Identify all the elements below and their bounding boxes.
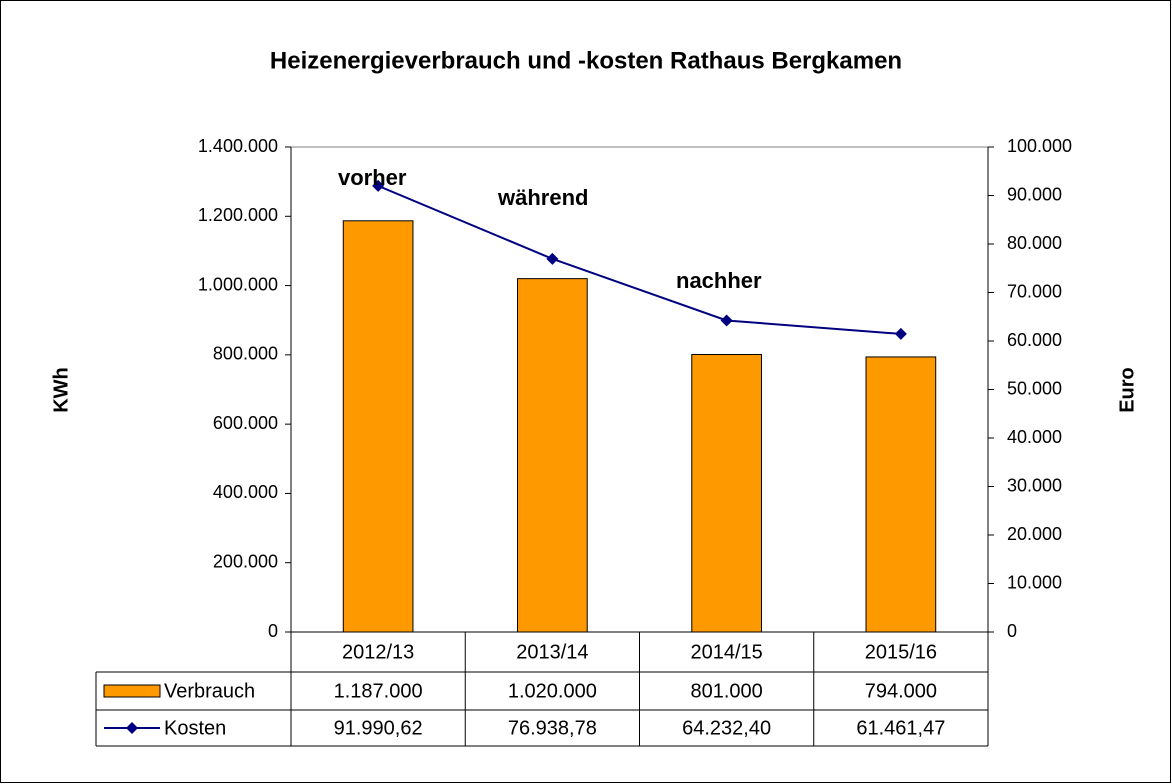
annotation: vorher (338, 165, 407, 190)
table-value: 64.232,40 (682, 717, 771, 739)
marker (372, 179, 385, 192)
line (377, 184, 901, 335)
y2-tick-label: 20.000 (1007, 524, 1062, 544)
bar (691, 354, 762, 633)
table-value: 61.461,47 (856, 717, 945, 739)
x-tick-label: 2013/14 (516, 641, 588, 663)
chart-title: Heizenergieverbrauch und -kosten Rathaus… (270, 47, 902, 74)
legend-marker (126, 722, 138, 734)
y2-tick-label: 0 (1007, 621, 1017, 641)
y2-tick-label: 60.000 (1007, 330, 1062, 350)
table-value: 76.938,78 (508, 717, 597, 739)
legend-label: Verbrauch (164, 680, 255, 702)
legend-swatch (103, 684, 161, 698)
y-tick-label: 200.000 (213, 551, 278, 571)
annotation: nachher (676, 268, 762, 293)
table-value: 801.000 (690, 680, 762, 702)
bar (865, 356, 937, 633)
y2-tick-label: 10.000 (1007, 572, 1062, 592)
y-tick-label: 0 (268, 621, 278, 641)
y2-tick-label: 90.000 (1007, 184, 1062, 204)
y2-tick-label: 30.000 (1007, 475, 1062, 495)
x-tick-label: 2015/16 (865, 641, 937, 663)
y2-axis-label: Euro (1116, 367, 1138, 413)
table-value: 1.020.000 (508, 680, 597, 702)
y2-tick-label: 80.000 (1007, 233, 1062, 253)
table-value: 91.990,62 (334, 717, 423, 739)
x-tick-label: 2014/15 (690, 641, 762, 663)
x-tick-label: 2012/13 (342, 641, 414, 663)
y-tick-label: 400.000 (213, 482, 278, 502)
y-tick-label: 1.400.000 (198, 136, 278, 156)
legend-label: Kosten (164, 717, 226, 739)
bar (517, 278, 588, 633)
table-value: 794.000 (865, 680, 937, 702)
y-tick-label: 600.000 (213, 413, 278, 433)
annotation: während (497, 185, 588, 210)
y2-tick-label: 40.000 (1007, 427, 1062, 447)
marker (894, 327, 907, 340)
marker (546, 252, 559, 265)
table-value: 1.187.000 (334, 680, 423, 702)
y2-tick-label: 100.000 (1007, 136, 1072, 156)
y-tick-label: 1.200.000 (198, 205, 278, 225)
y-tick-label: 1.000.000 (198, 274, 278, 294)
y2-tick-label: 70.000 (1007, 281, 1062, 301)
y-axis-label: KWh (50, 367, 72, 413)
marker (720, 314, 733, 327)
bar (342, 220, 414, 633)
y2-tick-label: 50.000 (1007, 378, 1062, 398)
y-tick-label: 800.000 (213, 344, 278, 364)
